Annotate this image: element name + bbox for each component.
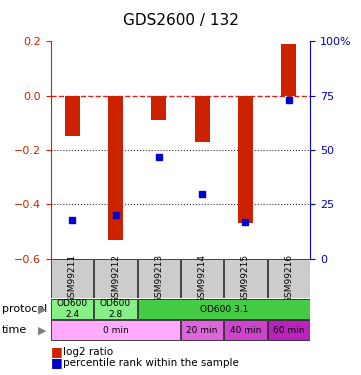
Text: ■: ■ xyxy=(51,357,62,369)
Bar xyxy=(65,96,80,136)
Bar xyxy=(195,96,210,142)
Text: log2 ratio: log2 ratio xyxy=(63,347,113,357)
Text: protocol: protocol xyxy=(2,304,47,314)
Text: ■: ■ xyxy=(51,345,62,358)
Bar xyxy=(151,96,166,120)
Text: 0 min: 0 min xyxy=(103,326,129,334)
Text: GSM99213: GSM99213 xyxy=(155,254,163,303)
Text: GSM99214: GSM99214 xyxy=(198,254,206,303)
Bar xyxy=(51,299,93,319)
Text: percentile rank within the sample: percentile rank within the sample xyxy=(63,358,239,368)
Bar xyxy=(224,320,267,340)
Text: OD600 3.1: OD600 3.1 xyxy=(200,304,248,313)
Bar xyxy=(181,259,223,298)
Text: ▶: ▶ xyxy=(38,326,47,335)
Text: ▶: ▶ xyxy=(38,304,47,314)
Bar xyxy=(238,96,253,224)
Text: 40 min: 40 min xyxy=(230,326,261,334)
Bar xyxy=(268,320,310,340)
Bar xyxy=(268,259,310,298)
Bar xyxy=(94,299,137,319)
Text: GSM99211: GSM99211 xyxy=(68,254,77,303)
Text: GSM99215: GSM99215 xyxy=(241,254,250,303)
Text: OD600
2.4: OD600 2.4 xyxy=(57,300,88,319)
Text: 20 min: 20 min xyxy=(187,326,218,334)
Text: GSM99212: GSM99212 xyxy=(111,254,120,303)
Text: OD600
2.8: OD600 2.8 xyxy=(100,300,131,319)
Bar xyxy=(281,44,296,96)
Text: 60 min: 60 min xyxy=(273,326,305,334)
Bar xyxy=(51,259,93,298)
Bar xyxy=(138,259,180,298)
Bar xyxy=(181,320,223,340)
Text: GSM99216: GSM99216 xyxy=(284,254,293,303)
Bar xyxy=(224,259,267,298)
Text: time: time xyxy=(2,326,27,335)
Bar xyxy=(94,259,137,298)
Bar xyxy=(51,320,180,340)
Bar xyxy=(138,299,310,319)
Bar xyxy=(108,96,123,240)
Text: GDS2600 / 132: GDS2600 / 132 xyxy=(123,13,238,28)
